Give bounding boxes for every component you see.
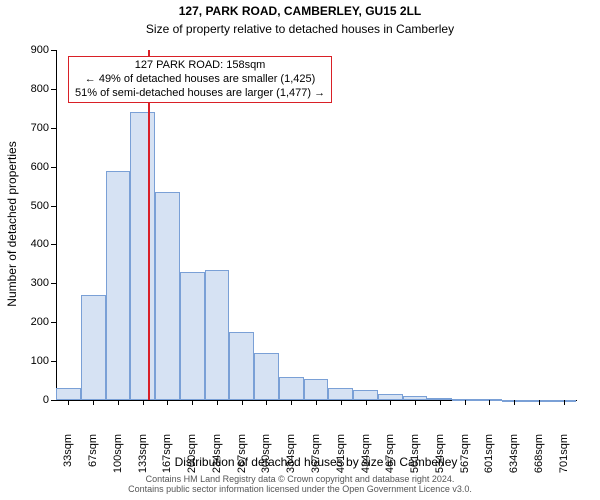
x-tick-mark — [167, 400, 168, 405]
x-tick-mark — [217, 400, 218, 405]
x-tick-mark — [390, 400, 391, 405]
histogram-bar — [328, 388, 353, 400]
marker-legend: 127 PARK ROAD: 158sqm← 49% of detached h… — [68, 56, 332, 103]
y-tick-label: 300 — [0, 277, 49, 289]
x-tick-mark — [366, 400, 367, 405]
y-tick-mark — [51, 244, 56, 245]
x-tick-mark — [68, 400, 69, 405]
y-tick-mark — [51, 361, 56, 362]
x-tick-label: 234sqm — [211, 434, 223, 484]
x-tick-mark — [440, 400, 441, 405]
y-tick-mark — [51, 128, 56, 129]
legend-line: ← 49% of detached houses are smaller (1,… — [75, 73, 325, 87]
y-tick-label: 0 — [0, 394, 49, 406]
x-tick-label: 334sqm — [285, 434, 297, 484]
x-tick-mark — [514, 400, 515, 405]
x-tick-mark — [489, 400, 490, 405]
x-tick-mark — [465, 400, 466, 405]
y-tick-label: 600 — [0, 161, 49, 173]
x-tick-label: 167sqm — [161, 434, 173, 484]
y-tick-label: 800 — [0, 83, 49, 95]
y-tick-label: 400 — [0, 238, 49, 250]
histogram-bar — [130, 112, 155, 400]
y-axis-label: Number of detached properties — [5, 49, 19, 399]
histogram-bar — [254, 353, 279, 400]
histogram-bar — [304, 379, 329, 400]
y-tick-mark — [51, 206, 56, 207]
y-tick-mark — [51, 167, 56, 168]
y-tick-mark — [51, 50, 56, 51]
histogram-bar — [229, 332, 254, 400]
x-tick-label: 67sqm — [87, 434, 99, 484]
x-tick-label: 434sqm — [360, 434, 372, 484]
x-tick-label: 467sqm — [384, 434, 396, 484]
histogram-bar — [155, 192, 180, 400]
x-tick-label: 567sqm — [459, 434, 471, 484]
x-tick-label: 33sqm — [62, 434, 74, 484]
x-tick-mark — [564, 400, 565, 405]
x-tick-mark — [415, 400, 416, 405]
y-tick-label: 700 — [0, 122, 49, 134]
histogram-bar — [81, 295, 106, 400]
x-tick-mark — [192, 400, 193, 405]
x-tick-label: 133sqm — [137, 434, 149, 484]
y-tick-mark — [51, 400, 56, 401]
x-tick-label: 501sqm — [409, 434, 421, 484]
x-tick-label: 100sqm — [112, 434, 124, 484]
x-tick-mark — [93, 400, 94, 405]
y-tick-mark — [51, 89, 56, 90]
x-tick-label: 200sqm — [186, 434, 198, 484]
y-tick-label: 900 — [0, 44, 49, 56]
x-tick-label: 668sqm — [533, 434, 545, 484]
y-tick-mark — [51, 283, 56, 284]
x-tick-mark — [266, 400, 267, 405]
x-tick-mark — [118, 400, 119, 405]
x-tick-label: 367sqm — [310, 434, 322, 484]
x-tick-mark — [143, 400, 144, 405]
x-tick-mark — [539, 400, 540, 405]
x-tick-label: 534sqm — [434, 434, 446, 484]
legend-line: 127 PARK ROAD: 158sqm — [75, 59, 325, 73]
chart-title: 127, PARK ROAD, CAMBERLEY, GU15 2LL — [0, 4, 600, 18]
chart-subtitle: Size of property relative to detached ho… — [0, 22, 600, 36]
histogram-chart: { "title_line1": "127, PARK ROAD, CAMBER… — [0, 0, 600, 500]
histogram-bar — [56, 388, 81, 400]
x-tick-label: 634sqm — [508, 434, 520, 484]
histogram-bar — [279, 377, 304, 400]
x-tick-label: 267sqm — [236, 434, 248, 484]
x-tick-mark — [242, 400, 243, 405]
x-tick-label: 701sqm — [558, 434, 570, 484]
histogram-bar — [106, 171, 131, 400]
y-tick-label: 200 — [0, 316, 49, 328]
histogram-bar — [353, 390, 378, 400]
y-tick-mark — [51, 322, 56, 323]
histogram-bar — [205, 270, 230, 400]
x-tick-mark — [341, 400, 342, 405]
histogram-bar — [180, 272, 205, 400]
x-tick-label: 300sqm — [260, 434, 272, 484]
x-tick-mark — [291, 400, 292, 405]
x-tick-label: 601sqm — [483, 434, 495, 484]
x-tick-mark — [316, 400, 317, 405]
x-tick-label: 401sqm — [335, 434, 347, 484]
y-tick-label: 100 — [0, 355, 49, 367]
legend-line: 51% of semi-detached houses are larger (… — [75, 87, 325, 101]
y-tick-label: 500 — [0, 200, 49, 212]
